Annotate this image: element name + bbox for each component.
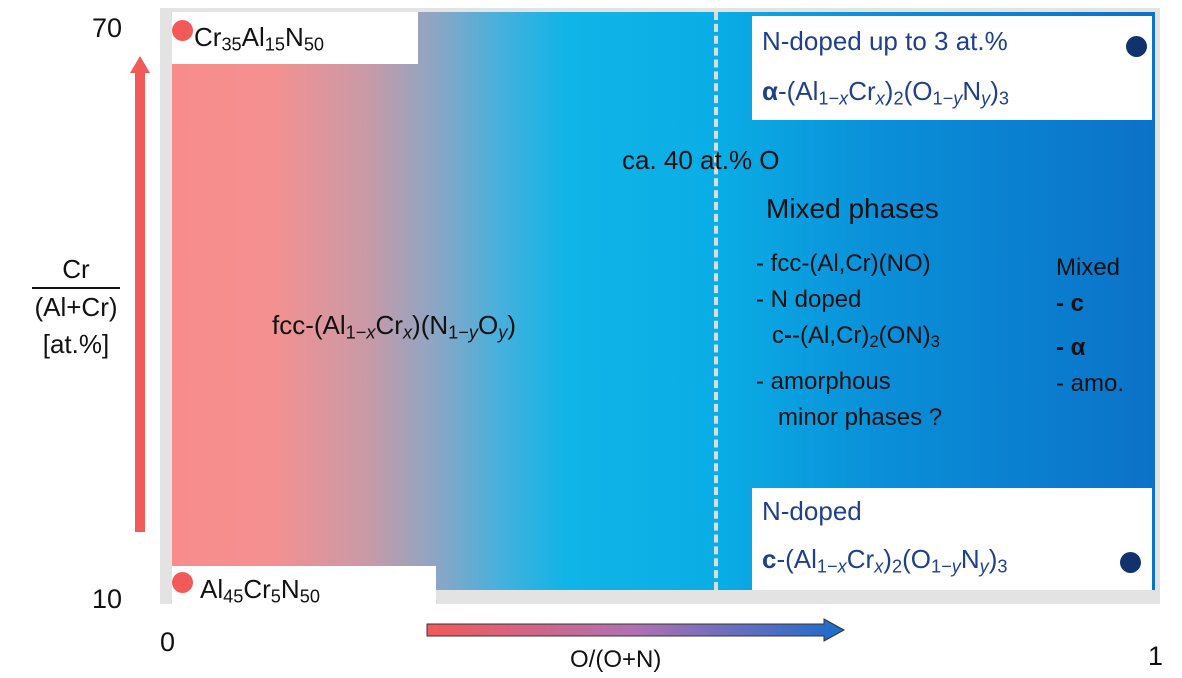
y-axis-label: Cr (Al+Cr) [at.%] (0, 254, 152, 361)
alpha-phase-box: N-doped up to 3 at.% α-(Al1−xCrx)2(O1−yN… (752, 16, 1152, 120)
composition-top-left: Cr35Al15N50 (172, 12, 418, 64)
mixed-phases-item-c-phase: c--(Al,Cr)2(ON)3 (772, 322, 940, 352)
navy-dot-icon (1120, 552, 1141, 573)
y-axis-numerator: Cr (62, 254, 90, 284)
mixed-phases-item-amorphous: - amorphous (756, 368, 891, 395)
alpha-box-line1: N-doped up to 3 at.% (762, 26, 1008, 56)
navy-dot-icon (1126, 36, 1147, 57)
mixed-phases-item-minor: minor phases ? (778, 404, 943, 431)
c-box-line1: N-doped (762, 496, 862, 526)
y-axis-arrow (130, 56, 150, 532)
fcc-phase-label: fcc-(Al1−xCrx)(N1−yOy) (272, 310, 516, 343)
y-axis-unit: [at.%] (42, 329, 110, 360)
mixed-right-c: - c (1056, 290, 1085, 317)
phase-boundary-line (714, 12, 718, 590)
composition-formula: Al45Cr5N50 (200, 574, 320, 607)
mixed-right-title: Mixed (1056, 254, 1121, 281)
alpha-box-formula: α-(Al1−xCrx)2(O1−yNy)3 (762, 76, 1009, 109)
red-dot-icon (172, 20, 193, 41)
composition-formula: Cr35Al15N50 (194, 22, 325, 55)
fraction-bar (32, 287, 120, 290)
c-phase-box: N-doped c-(Al1−xCrx)2(O1−yNy)3 (752, 488, 1152, 590)
red-dot-icon (172, 572, 193, 593)
composition-bottom-left: Al45Cr5N50 (172, 566, 436, 610)
c-box-formula: c-(Al1−xCrx)2(O1−yNy)3 (762, 544, 1008, 577)
y-axis-denominator: (Al+Cr) (34, 292, 118, 323)
threshold-label: ca. 40 at.% O (622, 145, 780, 175)
mixed-phases-item-fcc: - fcc-(Al,Cr)(NO) (756, 250, 931, 277)
x-axis-left-value: 0 (160, 627, 176, 657)
y-axis-bottom-value: 10 (92, 584, 123, 614)
mixed-right-alpha: - α (1056, 334, 1086, 361)
x-axis-right-value: 1 (1148, 641, 1164, 671)
y-axis-top-value: 70 (92, 13, 123, 43)
mixed-right-amo: - amo. (1056, 370, 1125, 397)
mixed-phases-item-n-doped: - N doped (756, 286, 862, 313)
x-axis-label: O/(O+N) (570, 646, 662, 673)
mixed-phases-title: Mixed phases (766, 193, 939, 224)
x-axis-arrow (426, 618, 846, 642)
